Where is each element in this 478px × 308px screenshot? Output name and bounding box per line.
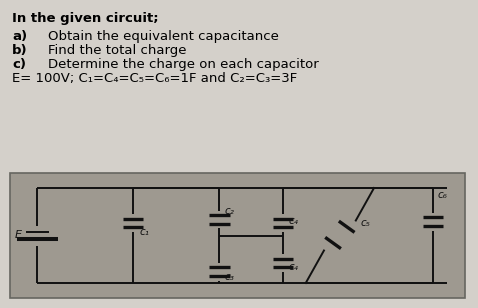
Text: b): b)	[12, 44, 28, 57]
Bar	[10, 173, 465, 298]
Text: E= 100V; C₁=C₄=C₅=C₆=1F and C₂=C₃=3F: E= 100V; C₁=C₄=C₅=C₆=1F and C₂=C₃=3F	[12, 72, 297, 85]
Text: c₄: c₄	[288, 216, 298, 225]
Text: c₄: c₄	[288, 262, 298, 272]
Text: c₂: c₂	[225, 205, 235, 216]
Text: c₆: c₆	[438, 191, 447, 201]
Text: Obtain the equivalent capacitance: Obtain the equivalent capacitance	[48, 30, 279, 43]
Text: a): a)	[12, 30, 27, 43]
Text: c₃: c₃	[225, 272, 235, 282]
Text: In the given circuit;: In the given circuit;	[12, 12, 159, 25]
Text: c₁: c₁	[140, 227, 150, 237]
Text: c): c)	[12, 58, 26, 71]
Text: c₅: c₅	[360, 218, 370, 228]
Text: Determine the charge on each capacitor: Determine the charge on each capacitor	[48, 58, 319, 71]
Text: E: E	[14, 230, 22, 241]
Text: Find the total charge: Find the total charge	[48, 44, 186, 57]
